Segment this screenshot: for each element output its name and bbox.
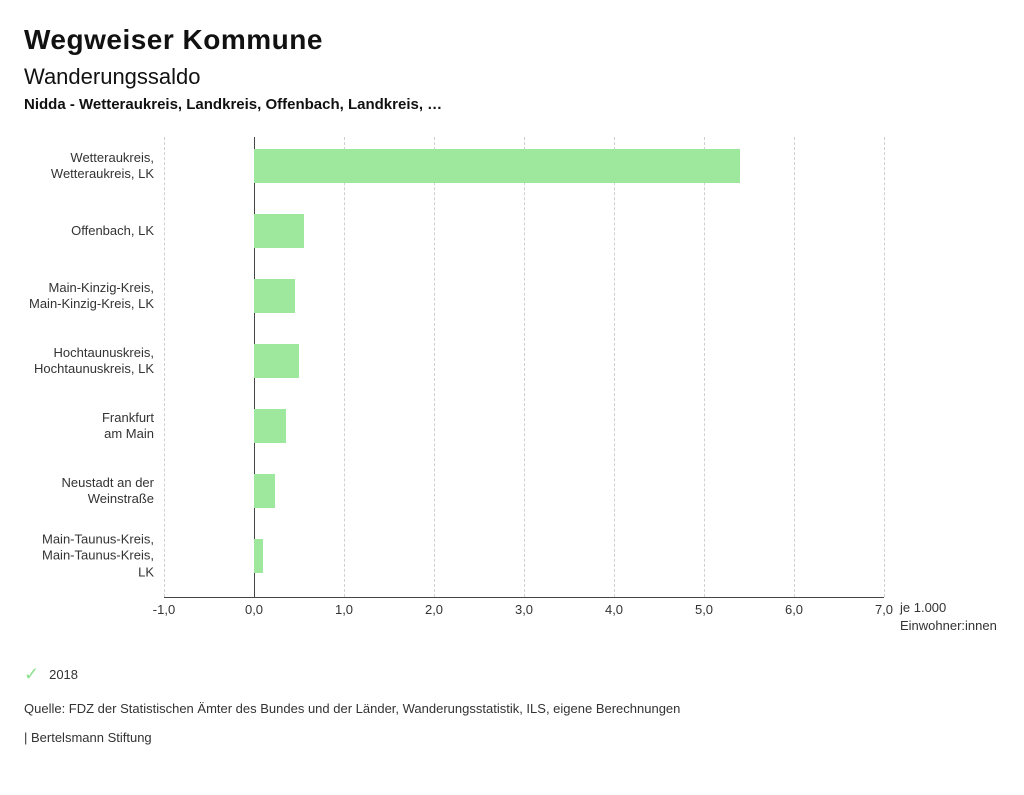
source-line: Quelle: FDZ der Statistischen Ämter des … (24, 701, 1000, 716)
legend: ✓ 2018 (24, 665, 1000, 683)
attribution-line: | Bertelsmann Stiftung (24, 730, 1000, 745)
y-category-label: Main-Kinzig-Kreis,Main-Kinzig-Kreis, LK (24, 280, 154, 313)
x-tick-label: 2,0 (425, 602, 443, 617)
bar-row (164, 539, 884, 573)
x-tick-label: 1,0 (335, 602, 353, 617)
x-tick-label: 7,0 (875, 602, 893, 617)
y-category-label: Offenbach, LK (24, 223, 154, 239)
x-tick-label: 5,0 (695, 602, 713, 617)
x-tick-label: -1,0 (153, 602, 175, 617)
plot-area: -1,00,01,02,03,04,05,06,07,0 (164, 137, 884, 617)
y-category-label: Neustadt an derWeinstraße (24, 475, 154, 508)
x-axis-line (164, 597, 884, 598)
y-category-label: Main-Taunus-Kreis,Main-Taunus-Kreis, LK (24, 532, 154, 581)
grid-line (884, 137, 885, 597)
unit-label-line1: je 1.000 (900, 600, 946, 615)
legend-year: 2018 (49, 667, 78, 682)
bar (254, 474, 275, 508)
y-category-label: Wetteraukreis,Wetteraukreis, LK (24, 150, 154, 183)
x-tick-label: 0,0 (245, 602, 263, 617)
bar-row (164, 149, 884, 183)
chart-region-line: Nidda - Wetteraukreis, Landkreis, Offenb… (24, 96, 1000, 113)
bar-row (164, 409, 884, 443)
bar (254, 279, 295, 313)
y-category-label: Hochtaunuskreis,Hochtaunuskreis, LK (24, 345, 154, 378)
bar (254, 149, 740, 183)
x-tick-label: 4,0 (605, 602, 623, 617)
x-tick-label: 3,0 (515, 602, 533, 617)
bar (254, 214, 304, 248)
bar (254, 539, 263, 573)
page-title: Wegweiser Kommune (24, 24, 1000, 56)
unit-label-line2: Einwohner:innen (900, 618, 997, 633)
bar (254, 409, 286, 443)
x-tick-label: 6,0 (785, 602, 803, 617)
bar-row (164, 344, 884, 378)
bar (254, 344, 299, 378)
chart-container: -1,0 0,0 1,0 2,0 3,0 4,0 5,0 6,0 7,0 Wetteraukre… (24, 137, 999, 637)
bar-row (164, 474, 884, 508)
bar-row (164, 214, 884, 248)
chart-subtitle: Wanderungssaldo (24, 64, 1000, 90)
checkmark-icon: ✓ (24, 665, 39, 683)
unit-label: je 1.000 Einwohner:innen (900, 599, 997, 635)
bar-row (164, 279, 884, 313)
y-category-label: Frankfurtam Main (24, 410, 154, 443)
